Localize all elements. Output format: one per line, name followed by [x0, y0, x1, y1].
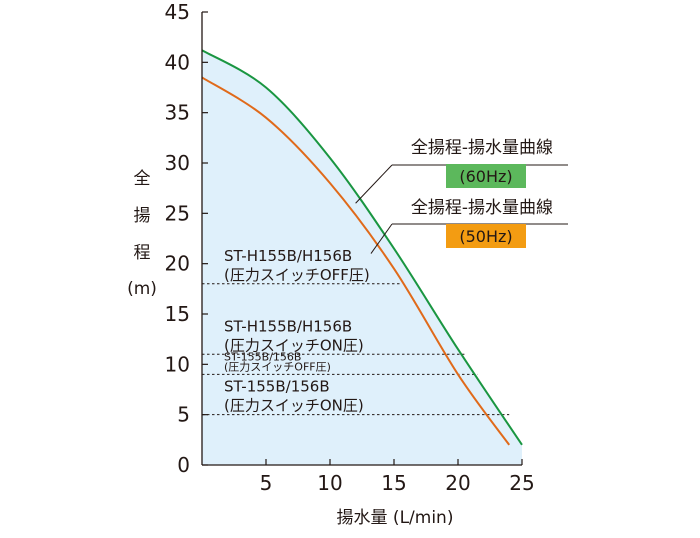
y-axis-label: (m)	[127, 279, 157, 299]
y-tick-label: 0	[177, 453, 190, 477]
reference-label: (圧力スイッチOFF圧)	[224, 266, 370, 284]
legend-title: 全揚程-揚水量曲線	[411, 138, 553, 158]
reference-label: ST-H155B/H156B	[224, 247, 352, 265]
x-axis-label: 揚水量 (L/min)	[337, 508, 454, 528]
y-axis-label: 揚	[134, 206, 151, 226]
x-tick-label: 15	[381, 471, 406, 495]
y-tick-label: 20	[165, 252, 190, 276]
legend-badge-label: (50Hz)	[459, 227, 512, 246]
axes	[201, 12, 522, 466]
reference-label: ST-155B/156B	[224, 350, 301, 363]
series-line-50hz	[201, 76, 511, 446]
x-tick-label: 20	[445, 471, 470, 495]
y-tick-label: 40	[165, 50, 190, 74]
reference-labels: ST-H155B/H156B(圧力スイッチOFF圧)ST-H155B/H156B…	[224, 247, 370, 415]
legend-title: 全揚程-揚水量曲線	[411, 198, 553, 218]
legend-pointer	[370, 223, 393, 254]
reference-label: (圧力スイッチON圧)	[224, 397, 364, 415]
y-tick-label: 30	[165, 151, 190, 175]
legend-badge	[446, 164, 526, 188]
x-tick-label: 25	[509, 471, 534, 495]
series-line-60hz	[201, 49, 523, 446]
y-tick-label: 10	[165, 352, 190, 376]
legend: 全揚程-揚水量曲線 (60Hz) 全揚程-揚水量曲線 (50Hz)	[355, 138, 568, 254]
area-fill	[202, 50, 522, 466]
reference-label: (圧力スイッチOFF圧)	[224, 360, 331, 373]
x-tick-label: 10	[317, 471, 342, 495]
reference-label: (圧力スイッチON圧)	[224, 336, 364, 354]
y-tick-label: 5	[177, 403, 190, 427]
series-lines	[201, 49, 523, 446]
y-axis-label: 全	[134, 169, 151, 189]
tick-labels: 0 5 10 15 20 25 30 35 40 45 5 10 15 20 25	[165, 0, 535, 495]
reference-lines	[202, 283, 510, 416]
legend-badge	[446, 224, 526, 248]
legend-badge-label: (60Hz)	[459, 167, 512, 186]
y-tick-label: 25	[165, 201, 190, 225]
axis-labels: 全揚程 (m) 揚水量 (L/min)	[127, 169, 453, 528]
legend-pointer	[355, 164, 393, 204]
y-tick-label: 35	[165, 101, 190, 125]
y-tick-label: 45	[165, 0, 190, 24]
y-tick-label: 15	[165, 302, 190, 326]
reference-label: ST-H155B/H156B	[224, 317, 352, 335]
y-axis-label: 程	[134, 243, 151, 263]
x-tick-label: 5	[260, 471, 273, 495]
reference-label: ST-155B/156B	[224, 378, 330, 396]
area-under-curve	[202, 50, 522, 466]
